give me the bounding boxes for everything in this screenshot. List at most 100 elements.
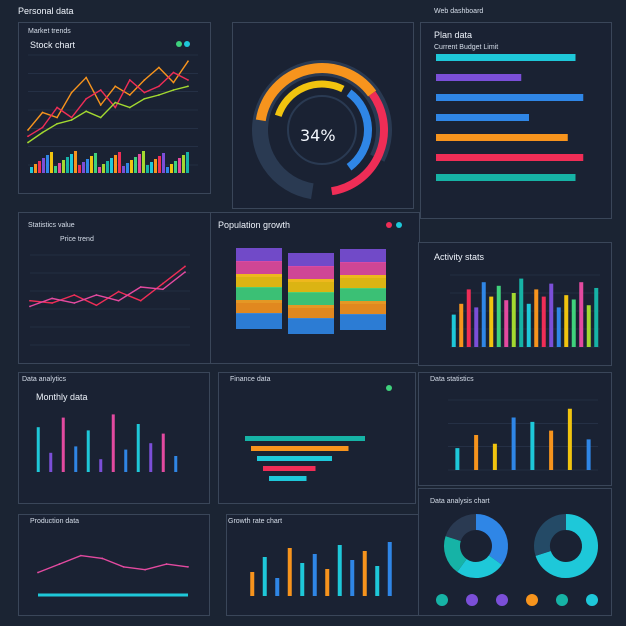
area-band bbox=[236, 300, 282, 314]
bar bbox=[492, 443, 497, 470]
volume-bar bbox=[142, 151, 145, 173]
bar bbox=[556, 307, 561, 347]
donut-slice bbox=[535, 514, 598, 578]
area-band bbox=[236, 287, 282, 303]
hbar bbox=[269, 476, 307, 481]
bar bbox=[549, 430, 554, 470]
volume-bar bbox=[98, 167, 101, 173]
bar bbox=[86, 430, 90, 472]
statistics-title: Statistics value bbox=[28, 222, 75, 229]
volume-bar bbox=[134, 157, 137, 173]
volume-bar bbox=[86, 159, 89, 173]
data-point bbox=[172, 89, 175, 91]
series-line bbox=[29, 271, 186, 308]
population-title: Population growth bbox=[218, 220, 291, 230]
bar bbox=[504, 300, 509, 347]
volume-bar bbox=[130, 160, 133, 173]
app-title: Personal data bbox=[18, 6, 74, 16]
legend-circle bbox=[586, 594, 598, 606]
area-band bbox=[288, 266, 334, 282]
data-point bbox=[165, 563, 168, 565]
volume-bar bbox=[82, 162, 85, 173]
legend-dot-cyan-2 bbox=[396, 222, 402, 228]
data-point bbox=[122, 565, 125, 568]
bar bbox=[526, 303, 531, 347]
bar bbox=[387, 542, 392, 596]
data-point bbox=[114, 101, 117, 104]
bar bbox=[481, 282, 486, 347]
bar bbox=[474, 435, 479, 470]
production-title: Production data bbox=[30, 518, 80, 525]
hbar bbox=[257, 456, 332, 461]
volume-bar bbox=[34, 164, 37, 173]
volume-bar bbox=[106, 161, 109, 173]
analysis-title: Data analysis chart bbox=[430, 498, 490, 505]
data-point bbox=[139, 299, 142, 302]
data-point bbox=[158, 66, 160, 69]
data-point bbox=[95, 304, 98, 307]
gauge-arc-red bbox=[330, 91, 388, 196]
series-line bbox=[37, 554, 189, 574]
bar bbox=[262, 557, 267, 596]
legend-dot-green bbox=[176, 41, 182, 47]
legend-circle bbox=[466, 594, 478, 606]
bar bbox=[174, 456, 178, 472]
data-point bbox=[128, 94, 131, 96]
gauge-chart bbox=[252, 60, 392, 200]
analytics-subtitle: Monthly data bbox=[36, 392, 88, 402]
growth-bar-chart bbox=[250, 542, 392, 596]
data-point bbox=[143, 97, 146, 100]
data-point bbox=[143, 91, 146, 94]
volume-bar bbox=[154, 159, 157, 173]
data-point bbox=[27, 129, 29, 131]
data-point bbox=[172, 71, 175, 74]
data-point bbox=[27, 141, 29, 144]
volume-bar bbox=[46, 155, 49, 173]
finance-title: Finance data bbox=[230, 376, 271, 383]
analytics-title: Data analytics bbox=[22, 376, 66, 383]
area-band bbox=[288, 318, 334, 334]
volume-bar bbox=[178, 158, 181, 173]
data-point bbox=[114, 85, 117, 88]
data-point bbox=[85, 97, 88, 100]
data-point bbox=[184, 265, 186, 268]
data-point bbox=[70, 119, 73, 121]
data-point bbox=[158, 85, 160, 88]
bar bbox=[534, 289, 539, 347]
volume-bar bbox=[62, 160, 65, 173]
bar bbox=[455, 448, 460, 470]
data-point bbox=[99, 89, 102, 91]
data-point bbox=[85, 110, 88, 113]
data-point bbox=[187, 565, 189, 568]
hbar bbox=[436, 154, 584, 161]
area-band bbox=[288, 279, 334, 293]
bar bbox=[375, 566, 380, 596]
area-band bbox=[236, 248, 282, 262]
volume-bar bbox=[146, 165, 149, 173]
data-point bbox=[29, 299, 31, 302]
volume-bar bbox=[50, 152, 53, 173]
series-line bbox=[29, 265, 186, 307]
bar bbox=[549, 283, 554, 347]
activity-bar-chart bbox=[450, 274, 600, 348]
bar bbox=[511, 417, 516, 470]
data-point bbox=[114, 106, 117, 109]
volume-bar bbox=[78, 165, 81, 173]
hbar bbox=[436, 94, 584, 101]
growth-title: Growth rate chart bbox=[228, 518, 283, 525]
plan-bar-chart bbox=[436, 54, 584, 181]
bar bbox=[579, 282, 584, 347]
legend-dot-red bbox=[386, 222, 392, 228]
data-point bbox=[95, 294, 98, 296]
data-point bbox=[187, 60, 189, 63]
area-band bbox=[236, 274, 282, 288]
hbar bbox=[436, 174, 576, 181]
bar bbox=[474, 307, 479, 347]
app-subtitle: Web dashboard bbox=[434, 8, 484, 15]
area-band bbox=[340, 275, 386, 289]
stock-chart-title: Stock chart bbox=[30, 40, 76, 50]
data-point bbox=[51, 297, 54, 300]
bar bbox=[459, 303, 464, 347]
donut-slice bbox=[445, 514, 477, 542]
data-point bbox=[99, 116, 102, 119]
